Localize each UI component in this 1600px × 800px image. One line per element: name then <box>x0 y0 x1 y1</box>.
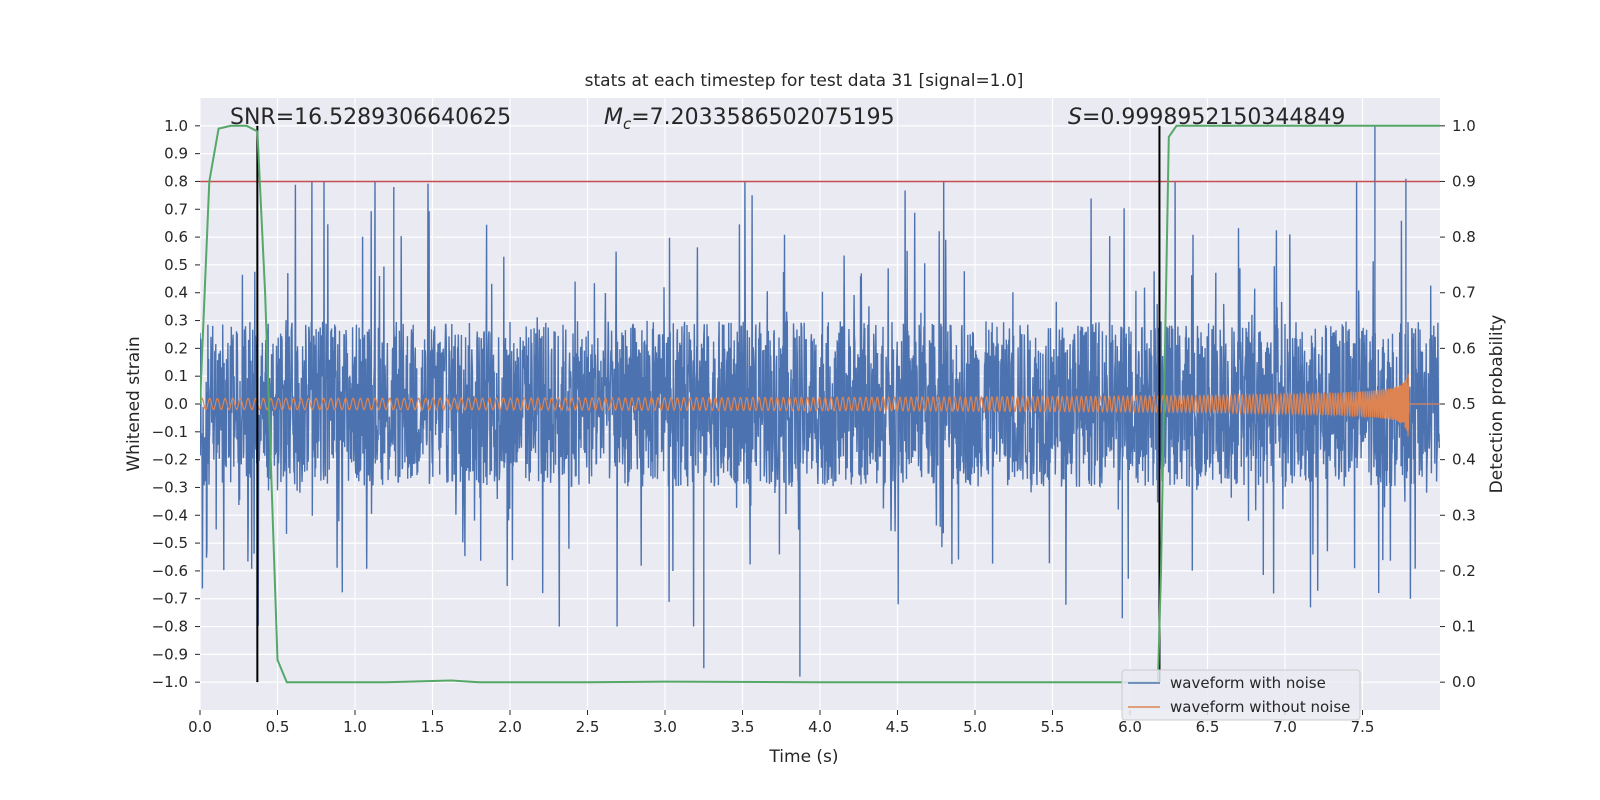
x-tick-label: 5.0 <box>963 718 987 736</box>
y-tick-label: −0.2 <box>152 451 188 469</box>
y2-tick-label: 0.6 <box>1452 339 1476 357</box>
y-tick-label: −0.4 <box>152 506 188 524</box>
y2-tick-label: 0.3 <box>1452 506 1476 524</box>
x-tick-label: 4.0 <box>808 718 832 736</box>
x-tick-label: 5.5 <box>1041 718 1065 736</box>
y-axis-label: Whitened strain <box>124 336 144 471</box>
y-tick-label: 0.8 <box>164 172 188 190</box>
x-tick-label: 3.5 <box>731 718 755 736</box>
y2-axis-label: Detection probability <box>1487 315 1507 494</box>
x-tick-label: 2.5 <box>576 718 600 736</box>
y-tick-label: −1.0 <box>152 673 188 691</box>
y2-tick-label: 0.4 <box>1452 451 1476 469</box>
y-tick-label: −0.6 <box>152 562 188 580</box>
y-tick-label: 0.4 <box>164 284 188 302</box>
y2-tick-label: 0.5 <box>1452 395 1476 413</box>
chart-title: stats at each timestep for test data 31 … <box>585 71 1024 91</box>
y2-tick-label: 0.8 <box>1452 228 1476 246</box>
y-tick-label: 1.0 <box>164 117 188 135</box>
waveform-without-noise-line <box>200 373 1440 437</box>
y-tick-label: 0.6 <box>164 228 188 246</box>
left-axis-ticks: 1.0 0.9 0.8 0.7 0.6 0.5 0.4 0.3 0.2 0.1 0.0 −0.1 −0.… <box>152 117 200 691</box>
legend-box <box>1121 669 1361 721</box>
x-tick-label: 7.5 <box>1351 718 1375 736</box>
chirp-mass-subscript: c <box>623 115 632 133</box>
legend: waveform with noise waveform without noi… <box>1121 669 1361 721</box>
x-tick-label: 0.5 <box>266 718 290 736</box>
x-tick-label: 4.5 <box>886 718 910 736</box>
y2-tick-label: 0.1 <box>1452 618 1476 636</box>
score-value: =0.9998952150344849 <box>1082 105 1345 130</box>
x-tick-label: 0.0 <box>188 718 212 736</box>
x-tick-label: 2.0 <box>498 718 522 736</box>
y-tick-label: −0.1 <box>152 423 188 441</box>
x-axis-label: Time (s) <box>768 747 838 767</box>
y-tick-label: 0.3 <box>164 312 188 330</box>
y-tick-label: 0.7 <box>164 200 188 218</box>
waveform-with-noise-line <box>200 125 1440 677</box>
snr-annotation: SNR=16.5289306640625 <box>230 105 511 130</box>
y-tick-label: −0.9 <box>152 645 188 663</box>
legend-label-noise: waveform with noise <box>1170 674 1326 692</box>
chirp-mass-annotation: Mc=7.2033586502075195 <box>604 105 895 133</box>
y2-tick-label: 0.9 <box>1452 172 1476 190</box>
y2-tick-label: 0.7 <box>1452 284 1476 302</box>
y2-tick-label: 0.2 <box>1452 562 1476 580</box>
score-annotation: S=0.9998952150344849 <box>1068 105 1345 130</box>
x-axis-ticks: 0.0 0.5 1.0 1.5 2.0 2.5 3.0 3.5 4.0 4.5 5.0 5.5 6.0 6… <box>188 710 1374 736</box>
y-tick-label: 0.1 <box>164 367 188 385</box>
legend-label-clean: waveform without noise <box>1170 698 1350 716</box>
detection-probability-line <box>200 124 1440 684</box>
y-tick-label: 0.0 <box>164 395 188 413</box>
chirp-mass-value: =7.2033586502075195 <box>631 105 894 130</box>
score-symbol: S <box>1068 105 1082 130</box>
y2-tick-label: 0.0 <box>1452 673 1476 691</box>
x-tick-label: 1.0 <box>343 718 367 736</box>
x-tick-label: 3.0 <box>653 718 677 736</box>
x-tick-label: 6.5 <box>1196 718 1220 736</box>
y-tick-label: −0.3 <box>152 478 188 496</box>
y-tick-label: 0.5 <box>164 256 188 274</box>
y2-tick-label: 1.0 <box>1452 117 1476 135</box>
y-tick-label: −0.8 <box>152 618 188 636</box>
x-tick-label: 1.5 <box>421 718 445 736</box>
y-tick-label: 0.9 <box>164 145 188 163</box>
y-tick-label: 0.2 <box>164 339 188 357</box>
y-tick-label: −0.7 <box>152 590 188 608</box>
right-axis-ticks: 1.0 0.9 0.8 0.7 0.6 0.5 0.4 0.3 0.2 0.1 0.0 <box>1440 117 1476 691</box>
x-tick-label: 7.0 <box>1273 718 1297 736</box>
x-tick-label: 6.0 <box>1118 718 1142 736</box>
y-tick-label: −0.5 <box>152 534 188 552</box>
chirp-mass-symbol: M <box>604 105 623 130</box>
